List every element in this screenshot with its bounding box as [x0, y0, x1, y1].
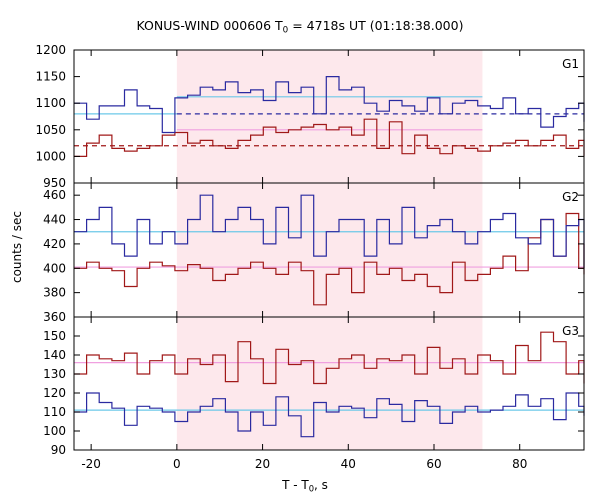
g3-panel-label: G3	[562, 324, 579, 338]
g2-ytick-label: 360	[43, 310, 66, 324]
x-tick-label: 40	[341, 457, 356, 471]
g3-frame	[73, 316, 585, 451]
g3-ytick-label: 100	[43, 424, 66, 438]
g1-panel-label: G1	[562, 57, 579, 71]
g1-ytick-label: 1100	[35, 96, 66, 110]
g3-ytick-label: 150	[43, 329, 66, 343]
g2-ytick-label: 440	[43, 213, 66, 227]
highlight-interval	[176, 50, 483, 450]
x-tick-label: -20	[81, 457, 101, 471]
x-axis-label: T - T0, s	[282, 478, 328, 494]
g2-blue-series	[74, 194, 585, 269]
g1-ytick-label: 950	[43, 176, 66, 190]
g1-red-series	[74, 118, 585, 157]
g1-blue-series	[74, 76, 585, 134]
g1-ytick-label: 1050	[35, 123, 66, 137]
g3-ytick-label: 120	[43, 386, 66, 400]
g2-ytick-label: 420	[43, 237, 66, 251]
g2-ytick-label: 460	[43, 188, 66, 202]
g1-ytick-label: 1150	[35, 70, 66, 84]
g3-blue-series	[74, 392, 585, 438]
g3-ytick-label: 130	[43, 367, 66, 381]
chart-title: KONUS-WIND 000606 T0 = 4718s UT (01:18:3…	[136, 18, 464, 36]
x-tick-label: 0	[173, 457, 181, 471]
g1-ytick-label: 1000	[35, 149, 66, 163]
x-tick-label: 20	[255, 457, 270, 471]
x-tick-label: 80	[512, 457, 527, 471]
y-axis-label: counts / sec	[10, 211, 24, 284]
g1-ytick-label: 1200	[35, 43, 66, 57]
g3-ytick-label: 110	[43, 405, 66, 419]
g2-ytick-label: 400	[43, 261, 66, 275]
x-tick-label: 60	[426, 457, 441, 471]
g2-red-series	[74, 212, 585, 306]
g3-ytick-label: 140	[43, 348, 66, 362]
g3-red-series	[74, 331, 585, 385]
g3-ytick-label: 90	[51, 443, 66, 457]
g2-ytick-label: 380	[43, 286, 66, 300]
g2-panel-label: G2	[562, 190, 579, 204]
